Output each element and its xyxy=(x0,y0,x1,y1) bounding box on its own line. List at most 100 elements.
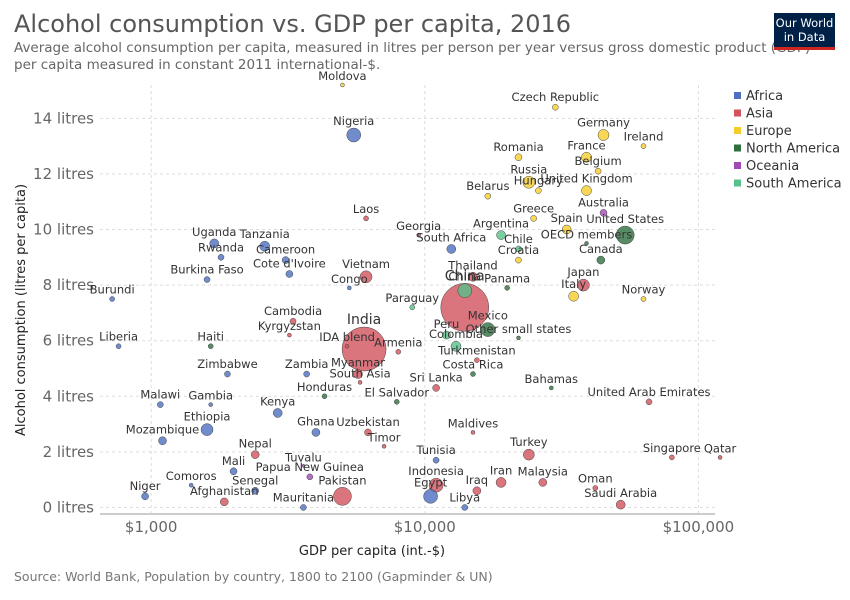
data-point xyxy=(347,285,352,291)
data-point xyxy=(561,224,572,235)
point-label: Belarus xyxy=(466,179,509,193)
point-label: Maldives xyxy=(448,416,499,430)
logo-accent-bar xyxy=(774,47,835,50)
owid-logo[interactable]: Our World in Data xyxy=(774,13,835,49)
point-label: Germany xyxy=(577,116,630,130)
data-point xyxy=(592,485,599,491)
legend-entry: South America xyxy=(746,177,842,192)
data-point xyxy=(515,256,522,264)
data-point xyxy=(300,504,307,511)
point-label: Honduras xyxy=(297,380,352,394)
point-label: El Salvador xyxy=(364,385,429,399)
point-label: South Asia xyxy=(329,366,390,380)
point-label: Iraq xyxy=(466,473,488,487)
legend-swatch xyxy=(734,179,741,187)
data-point xyxy=(200,423,214,436)
y-tick-label: 14 litres xyxy=(33,109,94,127)
point-label: Japan xyxy=(566,265,599,279)
point-label: Nepal xyxy=(239,437,272,451)
data-point xyxy=(409,304,416,311)
data-point xyxy=(158,436,167,445)
point-label: Greece xyxy=(513,201,554,215)
point-label: Zimbabwe xyxy=(197,357,257,371)
y-tick-label: 12 litres xyxy=(33,165,94,183)
point-label: China xyxy=(445,269,485,285)
point-label: Libya xyxy=(449,490,480,504)
data-point xyxy=(289,317,297,325)
data-point xyxy=(306,473,314,481)
point-label: Kyrgyzstan xyxy=(258,319,321,333)
legend-entry: Africa xyxy=(746,89,783,104)
point-label: Oman xyxy=(578,471,613,485)
data-point xyxy=(549,385,554,391)
legend-swatch xyxy=(734,109,741,117)
data-point xyxy=(321,393,328,400)
data-point xyxy=(530,215,537,222)
point-label: Italy xyxy=(561,277,586,291)
point-label: Moldova xyxy=(318,69,366,83)
y-axis-label: Alcohol consumption (litres per capita) xyxy=(14,184,29,436)
point-label: Senegal xyxy=(232,473,278,487)
point-label: Turkmenistan xyxy=(437,344,516,358)
point-label: Malawi xyxy=(140,388,180,402)
point-label: Comoros xyxy=(166,469,217,483)
point-label: Panama xyxy=(484,271,530,285)
legend: Africa Asia Europe North America Oceania Sout… xyxy=(734,89,842,192)
data-point xyxy=(363,215,369,222)
data-point xyxy=(203,276,211,283)
point-label: Norway xyxy=(622,283,666,297)
data-point xyxy=(515,245,522,253)
data-point xyxy=(581,185,592,196)
data-point xyxy=(538,478,548,487)
data-point xyxy=(281,256,290,264)
data-point xyxy=(522,176,536,189)
point-label: Iran xyxy=(490,463,512,477)
point-label: Chile xyxy=(504,232,533,246)
point-label: Czech Republic xyxy=(512,90,600,104)
point-label: Canada xyxy=(579,242,623,256)
point-label: Argentina xyxy=(473,217,529,231)
data-point xyxy=(484,192,492,200)
legend-swatch xyxy=(734,92,741,99)
data-point xyxy=(287,332,292,338)
legend-swatch xyxy=(734,144,741,152)
data-point xyxy=(301,464,306,468)
x-axis-label: GDP per capita (int.-$) xyxy=(299,544,445,559)
data-point xyxy=(251,487,259,495)
point-label: Croatia xyxy=(498,243,539,257)
point-label: Tunisia xyxy=(415,443,455,457)
point-label: Ireland xyxy=(624,130,664,144)
point-label: Tuvalu xyxy=(284,450,322,464)
data-point xyxy=(188,482,194,488)
source-note[interactable]: Source: World Bank, Population by countr… xyxy=(14,569,493,584)
point-label: Thailand xyxy=(447,258,497,272)
point-label: Malaysia xyxy=(518,464,568,478)
data-point xyxy=(645,398,653,406)
point-label: Cambodia xyxy=(264,304,322,318)
point-label: Colombia xyxy=(429,327,483,341)
point-label: Indonesia xyxy=(408,464,464,478)
data-point xyxy=(208,402,213,407)
point-label: Cameroon xyxy=(256,243,315,257)
data-point xyxy=(285,270,294,278)
data-point xyxy=(597,129,610,141)
data-point xyxy=(450,340,462,352)
data-point xyxy=(581,152,592,163)
legend-entry: North America xyxy=(746,142,840,157)
point-label: Georgia xyxy=(396,219,441,233)
point-label: United Arab Emirates xyxy=(587,385,710,399)
point-label: Belgium xyxy=(575,154,622,168)
data-point xyxy=(217,254,225,261)
data-point xyxy=(346,127,362,143)
point-label: Bahamas xyxy=(525,372,579,386)
data-point xyxy=(340,82,345,88)
data-point xyxy=(594,167,602,175)
data-point xyxy=(311,428,321,437)
point-label: France xyxy=(567,138,605,152)
x-tick-label: $1,000 xyxy=(125,518,178,536)
data-point xyxy=(669,454,675,461)
point-label: Spain xyxy=(551,211,583,225)
chart-title: Alcohol consumption vs. GDP per capita, … xyxy=(14,10,572,38)
point-label: United States xyxy=(586,212,664,226)
